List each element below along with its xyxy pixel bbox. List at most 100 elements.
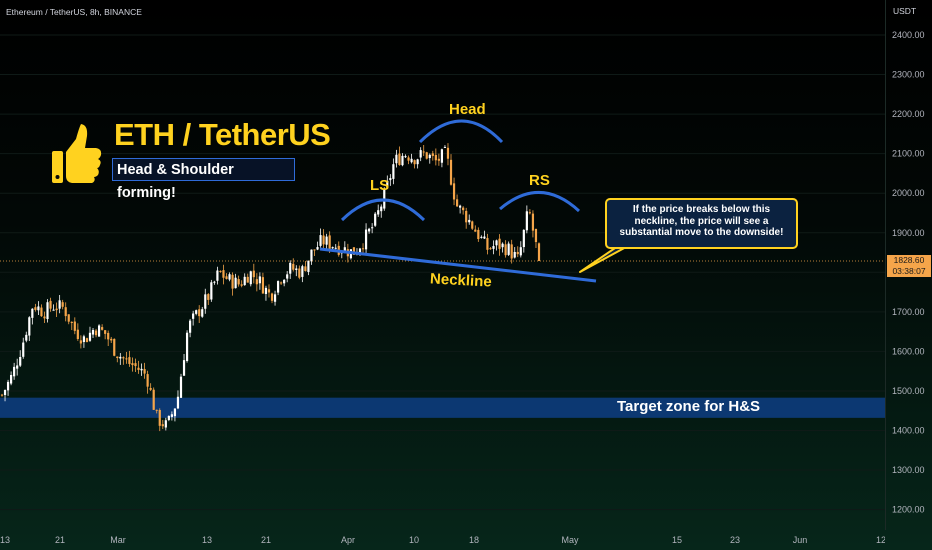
candle-body <box>316 247 319 250</box>
price-tick-label: 2200.00 <box>892 109 925 119</box>
candle-body <box>64 307 67 317</box>
candle-body <box>498 238 501 249</box>
price-tick-label: 1200.00 <box>892 505 925 515</box>
price-tick-label: 1400.00 <box>892 426 925 436</box>
candle-body <box>179 376 183 398</box>
neckline-callout: If the price breaks below this neckline,… <box>605 198 798 249</box>
candle-body <box>459 205 462 208</box>
candle-body <box>237 279 240 285</box>
candle-body <box>85 338 89 343</box>
candle-body <box>440 149 444 163</box>
candle-body <box>325 236 328 245</box>
candle-body <box>477 229 480 240</box>
candle-body <box>374 213 377 226</box>
candle-body <box>128 357 131 364</box>
candle-body <box>79 340 82 344</box>
candle-body <box>0 394 4 396</box>
candle-body <box>164 420 167 428</box>
candle-body <box>55 308 58 311</box>
time-axis[interactable]: 13 21 Mar 13 21 Apr 10 18 May 15 23 Jun 12 <box>0 530 885 550</box>
candle-body <box>531 213 535 231</box>
candle-body <box>413 160 416 165</box>
candle-body <box>395 154 398 164</box>
pattern-subtitle: Head & Shoulder forming! <box>112 158 295 201</box>
candle-body <box>422 151 425 153</box>
candle-body <box>286 274 289 279</box>
candle-body <box>492 246 495 249</box>
candle-body <box>116 356 119 358</box>
candle-body <box>82 336 86 343</box>
target-zone-band <box>0 397 885 418</box>
candle-body <box>195 310 198 314</box>
candle-body <box>401 155 404 166</box>
candle-body <box>328 235 331 249</box>
candle-body <box>231 274 234 289</box>
candle-body <box>46 302 49 320</box>
candle-body <box>22 342 25 357</box>
candle-body <box>486 238 489 250</box>
chart-headline: ETH / TetherUS <box>114 117 331 152</box>
candle-body <box>76 329 79 339</box>
candle-body <box>28 317 31 336</box>
candle-body <box>534 228 538 243</box>
candle-body <box>468 219 471 223</box>
candle-body <box>322 235 325 245</box>
time-tick-label: 13 <box>0 535 10 545</box>
candle-body <box>192 313 195 319</box>
candle-body <box>134 363 137 367</box>
candle-body <box>504 244 507 256</box>
candle-body <box>410 158 413 163</box>
candle-body <box>419 150 422 158</box>
candle-body <box>37 306 40 311</box>
candle-body <box>525 211 528 231</box>
price-plot[interactable] <box>0 0 885 530</box>
time-tick-label: 10 <box>409 535 419 545</box>
candle-body <box>137 367 140 370</box>
candle-body <box>471 221 474 229</box>
candle-body <box>161 424 164 427</box>
candle-body <box>149 388 152 390</box>
candle-body <box>528 212 531 214</box>
candle-body <box>104 330 107 334</box>
candle-body <box>176 396 180 409</box>
candle-body <box>304 266 307 272</box>
candle-body <box>495 240 498 246</box>
candle-body <box>386 180 389 188</box>
candle-body <box>243 276 246 286</box>
price-tick-label: 1700.00 <box>892 307 925 317</box>
candle-body <box>143 369 146 374</box>
candle-body <box>58 300 61 309</box>
candle-body <box>343 247 346 253</box>
candle-body <box>446 147 450 159</box>
candle-body <box>94 330 98 336</box>
candle-body <box>431 153 434 156</box>
candle-body <box>310 249 313 262</box>
candle-body <box>140 368 143 371</box>
candle-body <box>222 270 225 278</box>
candle-body <box>146 374 149 387</box>
candle-body <box>267 289 271 293</box>
price-tick-label: 1900.00 <box>892 228 925 238</box>
candle-body <box>119 356 122 359</box>
candle-body <box>389 178 392 181</box>
candle-body <box>452 183 456 200</box>
candle-body <box>292 263 295 270</box>
neckline-label: Neckline <box>429 270 493 291</box>
candle-body <box>443 146 447 148</box>
candle-body <box>483 236 486 239</box>
candle-body <box>155 409 158 411</box>
candle-body <box>501 243 504 248</box>
candle-body <box>70 321 73 324</box>
bar-countdown: 03:38:07 <box>892 266 926 276</box>
left-shoulder-label: LS <box>370 177 390 194</box>
candle-body <box>513 251 516 258</box>
candle-body <box>407 157 410 161</box>
candle-body <box>125 358 128 360</box>
price-tick-label: 1300.00 <box>892 465 925 475</box>
neckline <box>319 247 597 283</box>
right-shoulder-label: RS <box>529 172 550 189</box>
time-tick-label: Jun <box>793 535 808 545</box>
candle-body <box>61 302 64 307</box>
candle-body <box>40 307 43 317</box>
candle-body <box>301 266 304 277</box>
